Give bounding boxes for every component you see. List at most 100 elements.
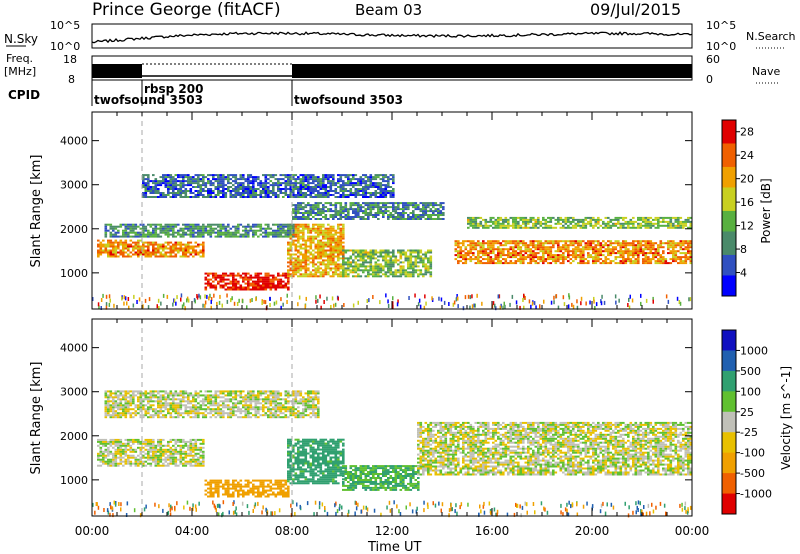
heatmap-cell — [137, 438, 140, 441]
heatmap-cell — [294, 227, 298, 230]
heatmap-cell — [279, 223, 283, 226]
heatmap-cell — [489, 240, 493, 243]
heatmap-cell — [519, 240, 523, 243]
heatmap-cell — [642, 260, 645, 263]
heatmap-cell — [359, 176, 363, 179]
heatmap-cell — [329, 180, 333, 183]
heatmap-cell — [622, 222, 625, 225]
heatmap-cell — [342, 273, 345, 276]
heatmap-cell — [162, 253, 165, 256]
heatmap-cell — [609, 224, 613, 227]
heatmap-cell — [144, 192, 148, 194]
heatmap-cell — [609, 244, 613, 247]
heatmap-cell — [299, 184, 303, 187]
heatmap-cell — [514, 218, 518, 221]
heatmap-cell — [597, 260, 600, 263]
heatmap-cell — [337, 218, 340, 220]
heatmap-cell — [382, 216, 385, 218]
heatmap-cell — [392, 204, 395, 207]
heatmap-cell — [219, 284, 223, 287]
heatmap-cell — [127, 233, 130, 236]
heatmap-cell — [584, 222, 588, 225]
heatmap-cell — [107, 464, 110, 467]
heatmap-cell — [404, 202, 408, 205]
heatmap-cell — [422, 259, 425, 262]
heatmap-cell — [622, 242, 625, 245]
heatmap-cell — [354, 192, 358, 194]
heatmap-cell — [149, 448, 153, 451]
heatmap-cell — [322, 176, 325, 179]
heatmap-cell — [677, 216, 680, 219]
heatmap-cell — [292, 231, 295, 234]
heatmap-cell — [332, 210, 335, 213]
heatmap-cell — [259, 184, 263, 187]
heatmap-cell — [354, 214, 358, 216]
heatmap-cell — [314, 208, 318, 211]
heatmap-cell — [117, 243, 120, 246]
heatmap-cell — [189, 247, 193, 250]
heatmap-cell — [409, 255, 413, 258]
heatmap-cell — [609, 240, 613, 243]
heatmap-cell — [264, 280, 268, 283]
heatmap-cell — [262, 288, 265, 291]
heatmap-cell — [262, 182, 265, 185]
heatmap-cell — [562, 220, 565, 223]
heatmap-cell — [144, 442, 148, 445]
heatmap-cell — [504, 240, 508, 243]
heatmap-cell — [139, 456, 143, 459]
heatmap-cell — [594, 262, 598, 265]
heatmap-cell — [379, 196, 383, 198]
heatmap-cell — [592, 218, 595, 221]
heatmap-cell — [629, 250, 633, 253]
heatmap-cell — [319, 261, 323, 264]
heatmap-cell — [307, 245, 310, 248]
heatmap-cell — [127, 243, 130, 246]
heatmap-cell — [162, 192, 165, 194]
heatmap-cell — [229, 235, 233, 238]
heatmap-cell — [289, 186, 293, 188]
heatmap-cell — [124, 245, 128, 248]
heatmap-cell — [152, 196, 155, 198]
heatmap-cell — [329, 261, 333, 264]
heatmap-cell — [514, 216, 518, 219]
heatmap-cell — [367, 261, 370, 264]
heatmap-cell — [369, 184, 373, 187]
heatmap-cell — [142, 180, 145, 183]
heatmap-cell — [349, 202, 353, 205]
heatmap-cell — [154, 184, 158, 187]
heatmap-cell — [489, 242, 493, 245]
heatmap-cell — [589, 220, 593, 223]
heatmap-cell — [292, 186, 295, 188]
heatmap-cell — [152, 448, 155, 451]
heatmap-cell — [659, 242, 663, 245]
heatmap-cell — [209, 286, 213, 289]
heatmap-cell — [239, 184, 243, 187]
heatmap-cell — [189, 196, 193, 198]
heatmap-cell — [219, 223, 223, 226]
heatmap-cell — [119, 249, 123, 252]
heatmap-cell — [639, 240, 643, 243]
heatmap-cell — [659, 240, 663, 243]
heatmap-cell — [232, 284, 235, 287]
heatmap-cell — [472, 254, 475, 257]
heatmap-cell — [152, 229, 155, 232]
heatmap-cell — [277, 233, 280, 236]
heatmap-cell — [392, 296, 394, 301]
heatmap-cell — [134, 251, 138, 254]
heatmap-cell — [669, 242, 673, 245]
heatmap-cell — [279, 280, 283, 283]
heatmap-cell — [164, 255, 168, 258]
heatmap-cell — [642, 248, 645, 251]
heatmap-cell — [634, 252, 638, 255]
heatmap-cell — [302, 275, 305, 278]
heatmap-cell — [249, 229, 253, 232]
heatmap-cell — [204, 227, 208, 230]
heatmap-cell — [347, 210, 350, 213]
heatmap-cell — [222, 178, 225, 181]
heatmap-cell — [149, 442, 153, 445]
heatmap-cell — [472, 222, 475, 225]
heatmap-cell — [384, 261, 388, 264]
heatmap-cell — [412, 267, 415, 270]
heatmap-cell — [352, 184, 355, 187]
heatmap-cell — [550, 300, 553, 305]
